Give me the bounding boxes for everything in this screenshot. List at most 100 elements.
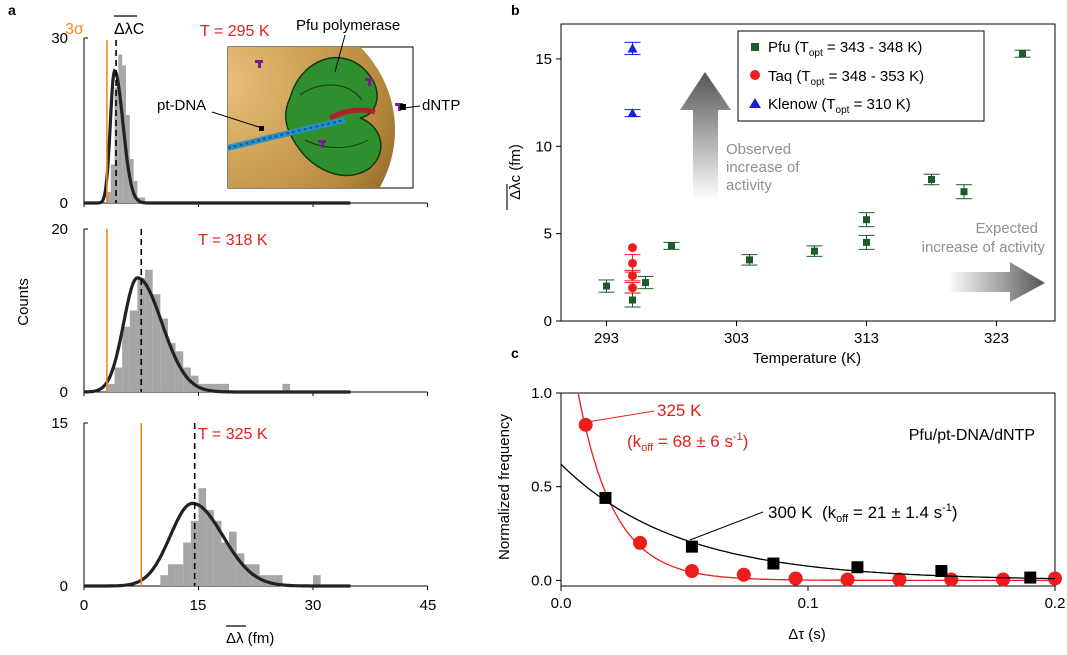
data-point-300k bbox=[685, 540, 698, 553]
x-tick-label: 0.1 bbox=[798, 595, 819, 612]
panel-b-label: b bbox=[511, 2, 520, 18]
histogram-bar bbox=[313, 575, 321, 586]
pfu-point bbox=[811, 247, 818, 255]
histogram-bar bbox=[110, 164, 115, 203]
histogram-bar bbox=[221, 542, 230, 586]
temperature-label: T = 318 K bbox=[198, 232, 268, 249]
legend-pfu-marker bbox=[751, 43, 759, 51]
histogram-bar bbox=[129, 310, 138, 392]
panel-b-ylabel: Δλc (fm) bbox=[506, 144, 524, 210]
inset-label-dna: pt-DNA bbox=[157, 97, 206, 114]
histogram-bar bbox=[213, 383, 222, 392]
data-point-325k bbox=[736, 567, 751, 582]
pfu-point bbox=[642, 279, 649, 287]
temperature-label: T = 325 K bbox=[198, 426, 268, 443]
y-tick-label: 0.5 bbox=[531, 479, 552, 496]
x-tick-0: 0 bbox=[80, 597, 88, 614]
panel-b-xlabel: Temperature (K) bbox=[753, 350, 861, 367]
histogram-bar bbox=[106, 192, 111, 203]
fit-curve bbox=[84, 501, 351, 588]
data-point-325k bbox=[892, 572, 907, 587]
x-tick-label: 323 bbox=[984, 330, 1009, 347]
histogram-bar bbox=[236, 553, 245, 586]
y-tick-label: 0 bbox=[60, 195, 68, 212]
pfu-point bbox=[629, 296, 636, 304]
histogram-bar bbox=[167, 343, 176, 392]
fit-curve bbox=[84, 276, 351, 394]
expected-arrow-icon bbox=[948, 262, 1045, 302]
taq-point bbox=[628, 243, 637, 253]
histogram-bar bbox=[167, 564, 176, 586]
y-tick-label: 0.0 bbox=[531, 572, 552, 589]
y-tick-label: 20 bbox=[51, 221, 68, 238]
sigma-threshold-label: 3σ bbox=[65, 21, 84, 38]
expected-annotation-line2: increase of activity bbox=[922, 239, 1046, 256]
x-tick-label: 303 bbox=[724, 330, 749, 347]
temperature-label: T = 295 K bbox=[200, 23, 270, 40]
histogram-bar bbox=[229, 531, 237, 586]
panel-c: c 0.0 0.1 0.2 0.0 0.5 1.0 Normalized frequenc… bbox=[496, 345, 1065, 643]
histogram-bar bbox=[160, 318, 168, 392]
taq-point bbox=[628, 258, 637, 268]
histogram-bar bbox=[152, 294, 161, 392]
inset-label-pfu: Pfu polymerase bbox=[296, 17, 400, 34]
y-tick-label: 10 bbox=[535, 138, 552, 155]
data-point-325k bbox=[788, 571, 803, 586]
legend-pfu: Pfu (Topt = 343 - 348 K) bbox=[768, 39, 922, 59]
histogram-bar bbox=[122, 326, 130, 392]
taq-point bbox=[628, 283, 637, 293]
legend-klenow-marker bbox=[749, 98, 761, 108]
data-point-300k bbox=[767, 557, 780, 570]
klenow-point bbox=[627, 43, 638, 53]
data-point-325k bbox=[633, 535, 648, 550]
data-point-300k bbox=[1024, 571, 1037, 584]
observed-annotation-line1: Observed bbox=[726, 141, 791, 158]
legend-klenow: Klenow (Topt = 310 K) bbox=[768, 96, 911, 116]
fit-curve bbox=[84, 68, 351, 205]
histogram-bar bbox=[244, 564, 252, 586]
panel-c-ylabel: Normalized frequency bbox=[496, 414, 513, 560]
panel-c-frame bbox=[560, 392, 1056, 587]
mean-marker-label: ΔλC bbox=[114, 15, 144, 38]
histogram-bar bbox=[267, 575, 275, 586]
x-tick-label: 0.0 bbox=[551, 595, 572, 612]
histogram-subplot-1: 0 20 T = 318 K bbox=[51, 221, 428, 401]
histogram-bar bbox=[175, 564, 184, 586]
y-tick-label: 1.0 bbox=[531, 385, 552, 402]
y-tick-label: 0 bbox=[544, 313, 552, 330]
panel-b-ylabel-text: Δλc (fm) bbox=[507, 144, 524, 200]
histogram-bar bbox=[274, 575, 283, 586]
y-tick-label: 0 bbox=[60, 578, 68, 595]
pfu-point bbox=[928, 175, 935, 183]
data-point-325k bbox=[578, 417, 593, 432]
panel-b-frame bbox=[560, 23, 1056, 322]
x-tick-label: 0.2 bbox=[1045, 595, 1066, 612]
data-point-325k bbox=[996, 572, 1011, 587]
koff-300k: (koff = 21 ± 1.4 s-1) bbox=[822, 502, 958, 525]
histogram-bar bbox=[141, 197, 146, 203]
histogram-bar bbox=[145, 269, 153, 392]
data-point-300k bbox=[935, 565, 948, 578]
data-point-300k bbox=[599, 491, 612, 504]
inset-label-dntp: dNTP bbox=[422, 97, 460, 114]
observed-annotation-line3: activity bbox=[726, 177, 772, 194]
data-point-325k bbox=[840, 572, 855, 587]
exp-fit-curve bbox=[577, 393, 1055, 582]
panel-b-legend: Pfu (Topt = 343 - 348 K) Taq (Topt = 348… bbox=[737, 30, 985, 122]
histogram-subplot-0: 0 30 T = 295 K bbox=[51, 23, 428, 212]
panel-c-xlabel: Δτ (s) bbox=[788, 626, 826, 643]
pfu-point bbox=[863, 216, 870, 224]
y-tick-label: 30 bbox=[51, 30, 68, 47]
panel-c-label: c bbox=[511, 345, 519, 361]
x-tick-label: 313 bbox=[854, 330, 879, 347]
histogram-bar bbox=[160, 575, 168, 586]
histogram-bar bbox=[114, 367, 123, 392]
mean-marker-text: ΔλC bbox=[114, 21, 144, 38]
taq-point bbox=[628, 271, 637, 281]
observed-arrow-icon bbox=[680, 72, 731, 200]
expected-annotation-line1: Expected bbox=[975, 220, 1038, 237]
legend-taq: Taq (Topt = 348 - 353 K) bbox=[768, 68, 924, 88]
koff-325k: (koff = 68 ± 6 s-1) bbox=[627, 431, 748, 454]
x-tick-15: 15 bbox=[190, 597, 207, 614]
